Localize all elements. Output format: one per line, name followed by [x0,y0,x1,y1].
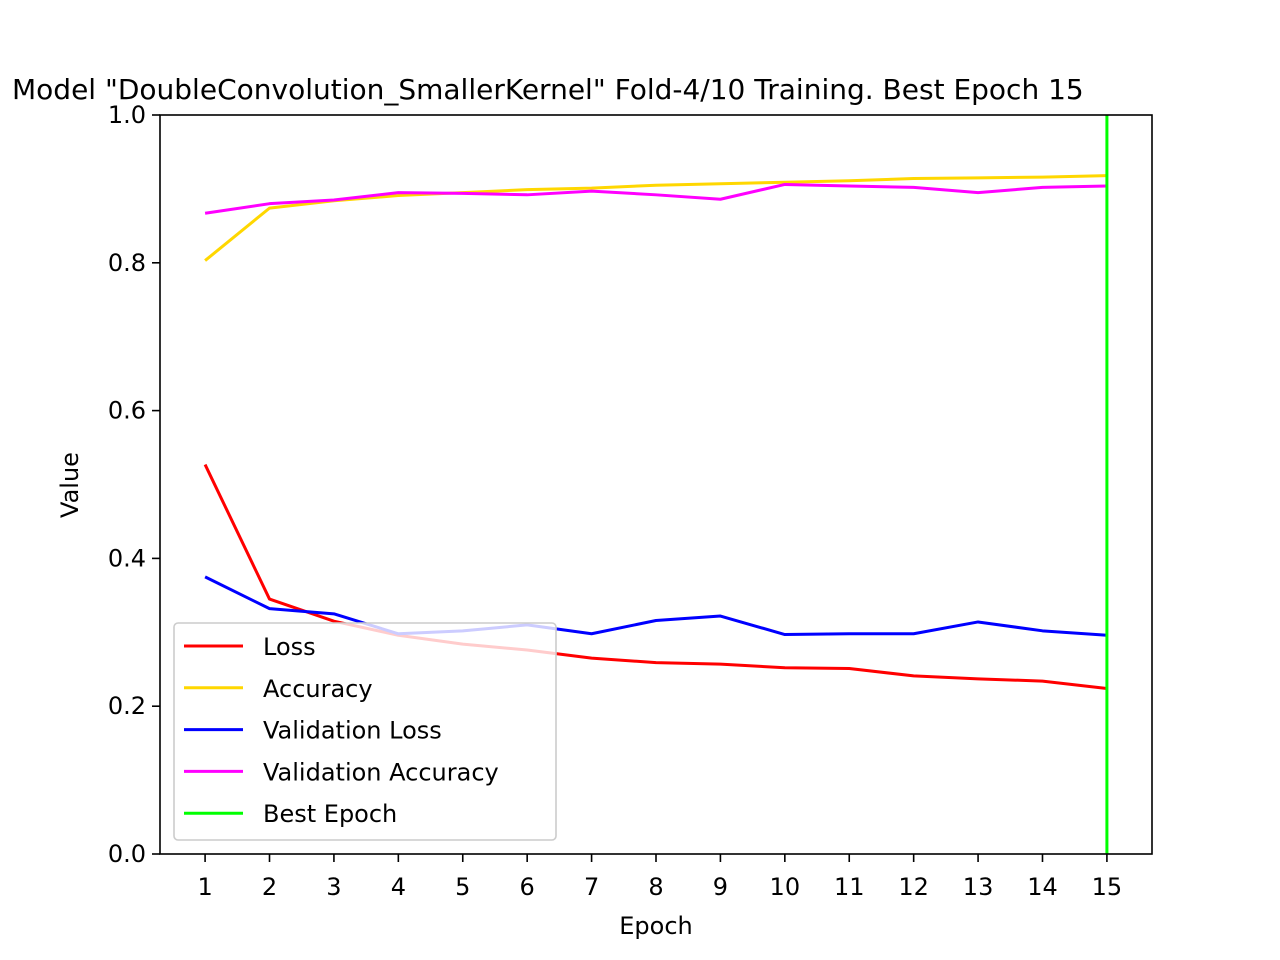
x-axis-ticks: 1 2 3 4 5 6 7 8 9 10 11 12 13 14 15 [197,854,1122,901]
legend-label: Validation Loss [263,717,442,745]
y-tick-label: 0.4 [108,544,146,572]
x-tick-label: 2 [262,873,277,901]
series-line-validation-accuracy [204,182,1107,215]
x-tick-label: 3 [326,873,341,901]
legend-label: Best Epoch [263,800,397,828]
y-tick-label: 0.8 [108,249,146,277]
y-tick-label: 0.0 [108,840,146,868]
legend-box [173,622,557,841]
legend-label: Loss [263,633,316,661]
x-axis-label: Epoch [619,912,693,940]
x-tick-label: 6 [520,873,535,901]
x-tick-label: 7 [584,873,599,901]
x-tick-label: 5 [455,873,470,901]
legend: Loss Accuracy Validation Loss Validation Ac… [173,622,557,841]
x-tick-label: 14 [1027,873,1058,901]
x-tick-label: 10 [770,873,801,901]
y-tick-label: 0.2 [108,692,146,720]
x-tick-label: 1 [197,873,212,901]
y-tick-label: 0.6 [108,397,146,425]
y-axis-ticks: 0.0 0.2 0.4 0.6 0.8 1.0 [108,101,160,868]
x-tick-label: 11 [834,873,865,901]
legend-label: Validation Accuracy [263,758,499,786]
plot-frame [159,114,1153,855]
x-tick-label: 9 [713,873,728,901]
x-tick-label: 8 [648,873,663,901]
y-axis-label: Value [56,452,84,518]
chart-title: Model "DoubleConvolution_SmallerKernel" … [12,73,1084,106]
y-tick-label: 1.0 [108,101,146,129]
x-tick-label: 12 [898,873,929,901]
legend-label: Accuracy [263,675,373,703]
x-tick-label: 13 [963,873,994,901]
series-line-validation-loss [204,575,1108,637]
x-tick-label: 4 [391,873,406,901]
x-tick-label: 15 [1092,873,1123,901]
